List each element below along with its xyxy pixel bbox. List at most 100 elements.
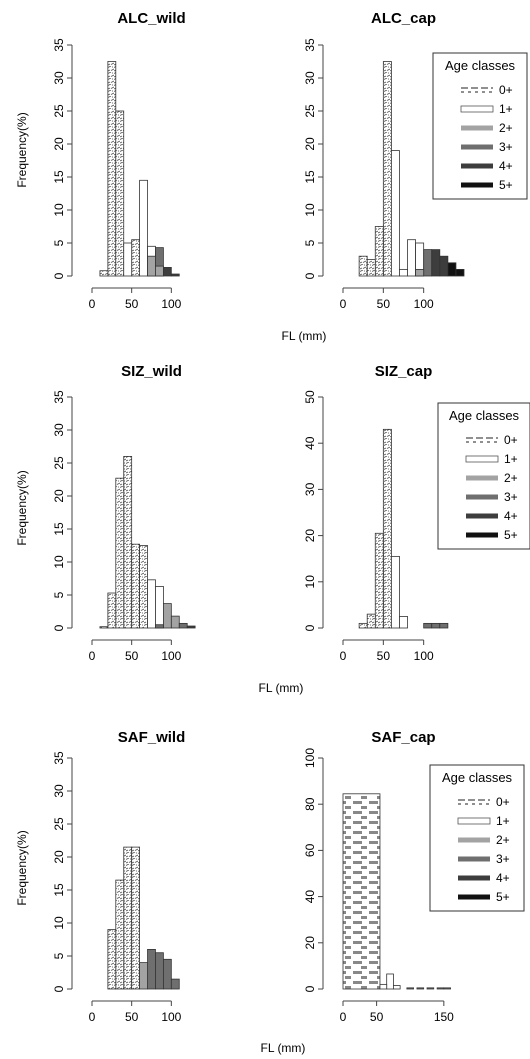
histogram-bar <box>131 846 141 990</box>
x-axis-label-2: FL (mm) <box>259 681 304 695</box>
legend: Age classes 0+ 1+ 2+ 3+ 4+ 5+ <box>437 402 530 550</box>
histogram-bar <box>123 242 133 277</box>
y-tick-label: 5 <box>52 952 66 959</box>
histogram-bar <box>147 579 156 629</box>
y-tick-label: 20 <box>52 489 66 503</box>
panel-title: SIZ_wild <box>121 363 182 380</box>
panel-6: SAF_cap 0 20 40 60 80 100 0 50 150 Age classes 0+ 1+… <box>303 729 525 1024</box>
legend-item-label: 1+ <box>496 814 510 828</box>
legend-item-label: 0+ <box>496 795 510 809</box>
histogram-bar <box>162 958 172 990</box>
legend-item-label: 2+ <box>496 833 510 847</box>
histogram-bar <box>131 543 141 629</box>
histogram-bar <box>406 987 414 990</box>
y-tick-label: 25 <box>303 104 317 118</box>
histogram-bar <box>155 586 164 629</box>
x-tick-label: 50 <box>370 1010 384 1024</box>
y-tick-label: 15 <box>303 170 317 184</box>
histogram-bar <box>358 255 368 277</box>
y-tick-label: 5 <box>52 239 66 246</box>
y-tick-label: 5 <box>303 239 317 246</box>
histogram-bar <box>115 110 125 277</box>
legend-item-label: 3+ <box>499 140 513 154</box>
histogram-bar <box>155 265 164 277</box>
y-tick-label: 0 <box>52 272 66 279</box>
histogram-bar <box>399 616 408 629</box>
histogram-bar <box>155 952 164 990</box>
y-tick-label: 20 <box>303 529 317 543</box>
x-tick-label: 100 <box>414 297 434 311</box>
histogram-bar <box>439 255 449 277</box>
y-tick-label: 15 <box>52 883 66 897</box>
histogram-bar <box>366 259 376 277</box>
x-tick-label: 0 <box>340 297 347 311</box>
legend-item-label: 4+ <box>499 159 513 173</box>
histogram-bar <box>107 929 117 990</box>
histogram-bar <box>379 983 388 990</box>
legend-item-label: 3+ <box>496 852 510 866</box>
y-tick-label: 20 <box>52 137 66 151</box>
y-tick-label: 50 <box>303 390 317 404</box>
y-tick-label: 20 <box>303 936 317 950</box>
y-tick-label: 20 <box>303 137 317 151</box>
histogram-bar <box>139 179 148 277</box>
panel-title: ALC_cap <box>371 10 436 27</box>
histogram-bar <box>399 268 408 277</box>
histogram-bar <box>423 249 433 277</box>
x-tick-label: 0 <box>340 1010 347 1024</box>
x-tick-label: 0 <box>89 1010 96 1024</box>
histogram-bar <box>155 624 164 629</box>
histogram-bar <box>147 255 156 277</box>
legend-item-label: 5+ <box>496 890 510 904</box>
y-tick-label: 30 <box>303 482 317 496</box>
x-tick-label: 0 <box>340 649 347 663</box>
y-tick-label: 15 <box>52 522 66 536</box>
x-axis-label-1: FL (mm) <box>282 329 327 343</box>
legend-swatch <box>457 817 491 825</box>
histogram-bar <box>139 545 148 629</box>
histogram-bar <box>415 268 425 277</box>
legend-item-label: 0+ <box>504 433 518 447</box>
histogram-bar <box>186 625 196 629</box>
y-tick-label: 35 <box>52 390 66 404</box>
legend-item-label: 0+ <box>499 83 513 97</box>
histogram-bar <box>374 226 384 277</box>
y-axis-label-3: Frequency(%) <box>15 830 29 905</box>
y-tick-label: 30 <box>52 71 66 85</box>
legend-title: Age classes <box>442 770 513 785</box>
legend-title: Age classes <box>449 408 520 423</box>
y-tick-label: 60 <box>303 843 317 857</box>
panel-3: SIZ_wild 0 5 10 15 20 25 30 35 0 50 100 <box>52 363 196 663</box>
x-tick-label: 0 <box>89 297 96 311</box>
histogram-bar <box>447 262 457 277</box>
histogram-bar <box>170 978 180 990</box>
legend-item-label: 2+ <box>504 471 518 485</box>
x-axis-label-3: FL (mm) <box>261 1041 306 1055</box>
histogram-bar <box>131 239 141 277</box>
y-axis-label-1: Frequency(%) <box>15 112 29 187</box>
panel-1: ALC_wild 0 5 10 15 20 25 30 35 0 50 100 <box>52 10 186 311</box>
histogram-bar <box>426 987 435 990</box>
y-tick-label: 40 <box>303 890 317 904</box>
histogram-bar <box>382 428 392 629</box>
histogram-bar <box>147 949 156 990</box>
histogram-bar <box>107 592 117 629</box>
legend-item-label: 5+ <box>504 528 518 542</box>
y-tick-label: 0 <box>52 985 66 992</box>
histogram-bar <box>170 615 180 629</box>
panel-title: ALC_wild <box>117 10 185 27</box>
legend-title: Age classes <box>445 58 516 73</box>
legend-item-label: 1+ <box>504 452 518 466</box>
y-tick-label: 5 <box>52 591 66 598</box>
x-tick-label: 100 <box>161 297 181 311</box>
histogram-bar <box>123 846 133 990</box>
y-tick-label: 10 <box>52 916 66 930</box>
x-tick-label: 100 <box>414 649 434 663</box>
histogram-bar <box>170 273 180 277</box>
histogram-bar <box>382 61 392 277</box>
y-tick-label: 30 <box>52 784 66 798</box>
legend-swatch <box>460 105 494 113</box>
y-tick-label: 80 <box>303 797 317 811</box>
